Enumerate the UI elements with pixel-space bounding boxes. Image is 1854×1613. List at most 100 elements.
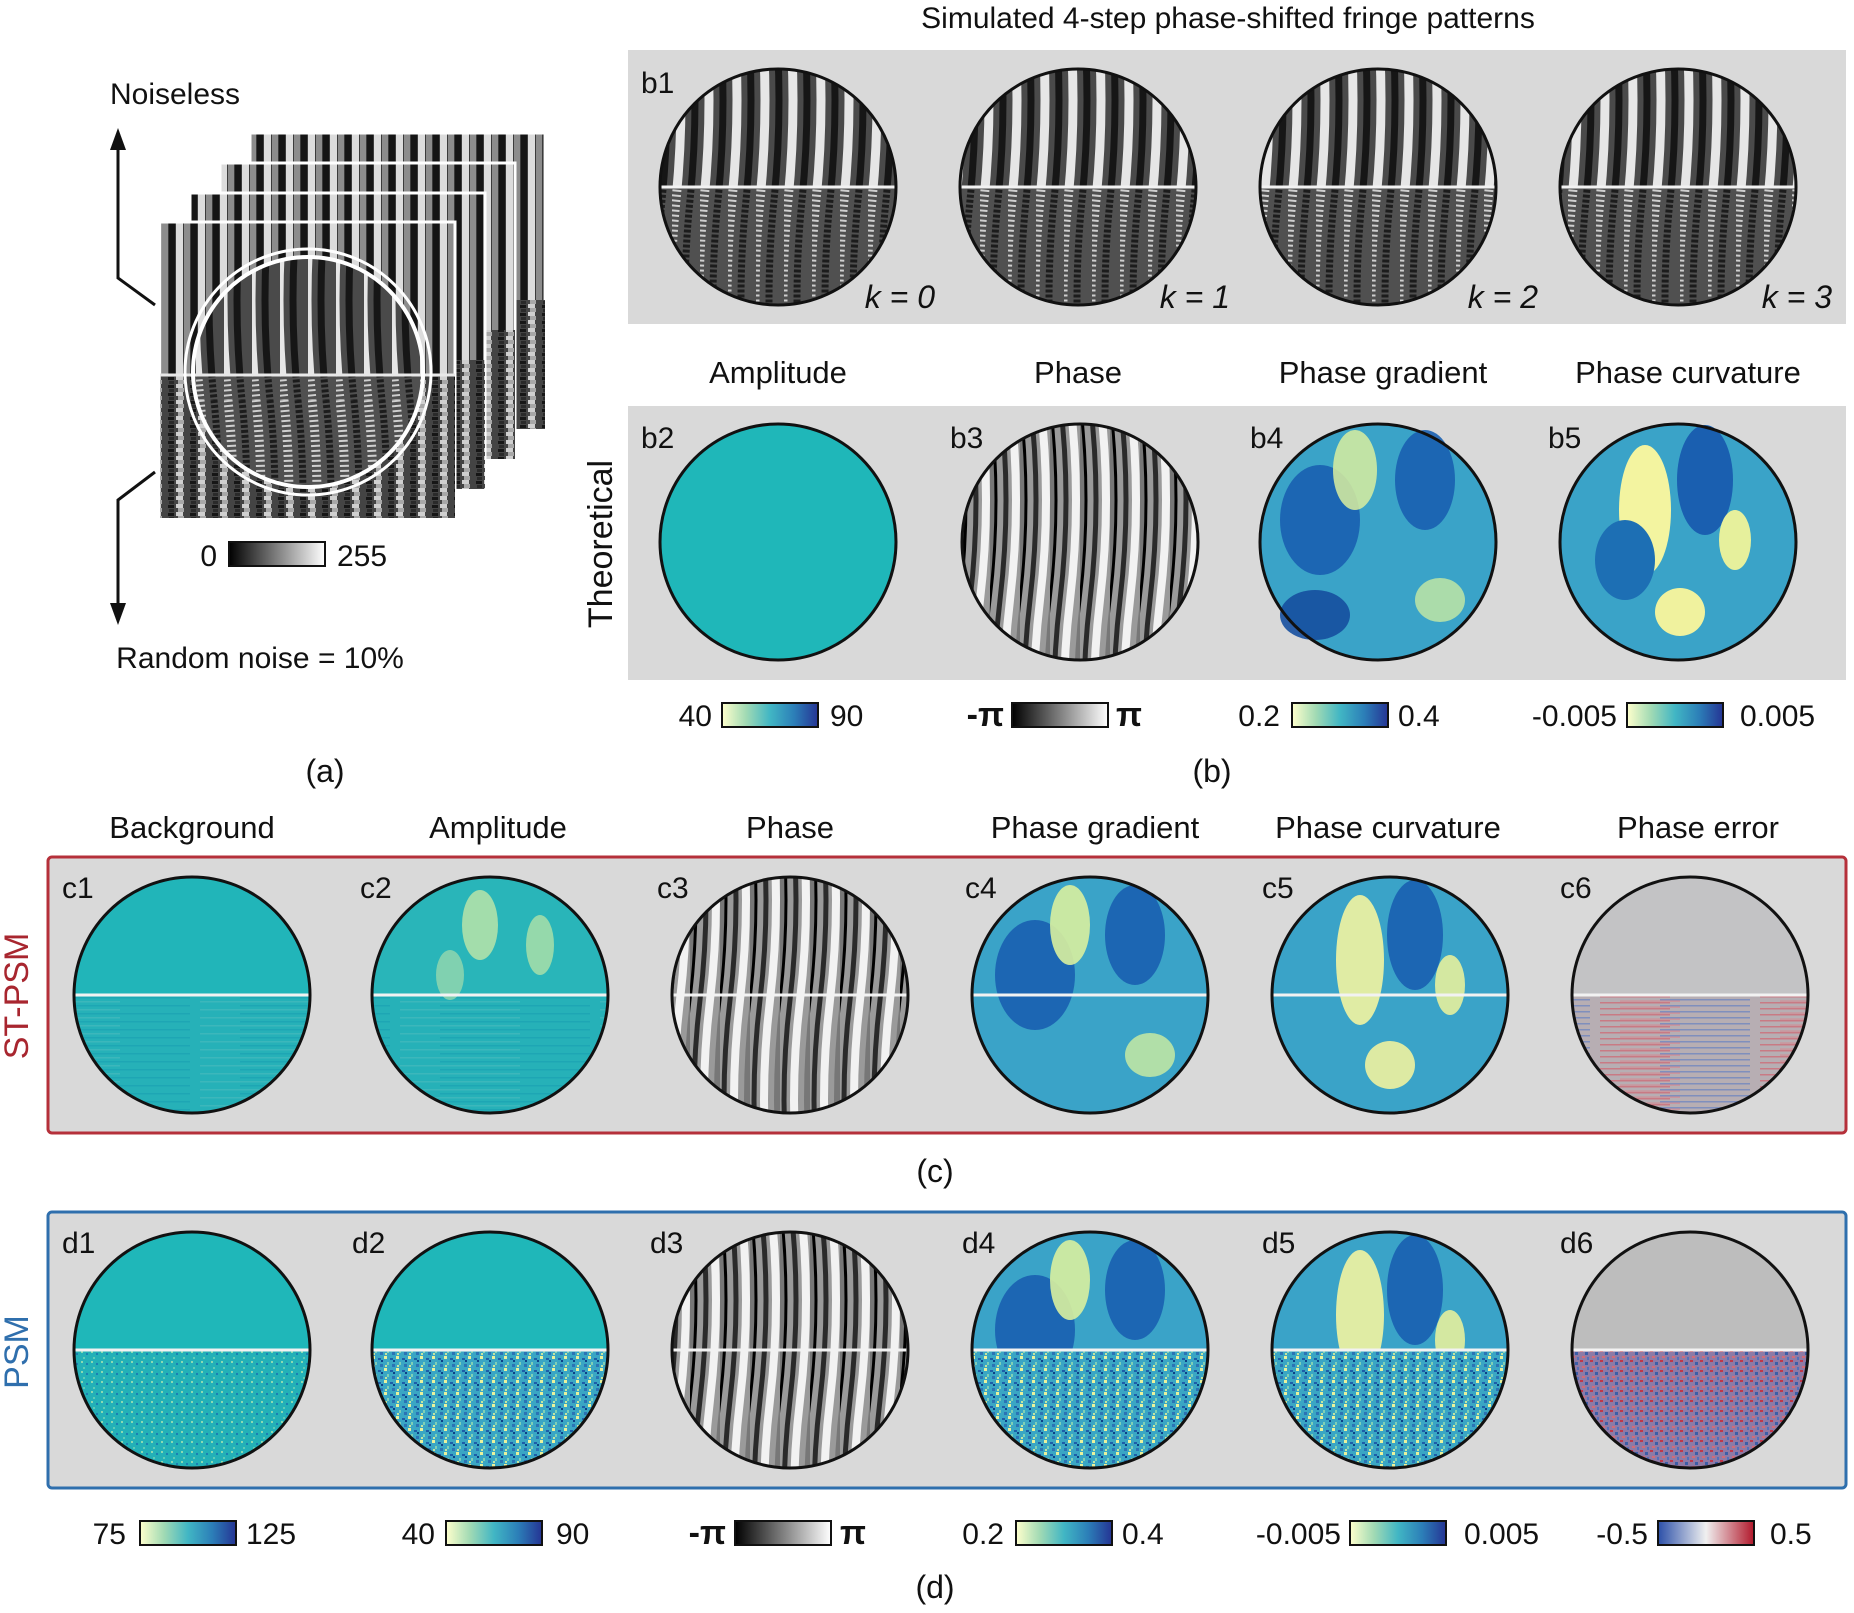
k-label: k = 0 (865, 279, 935, 315)
fringe-pattern (958, 67, 1198, 307)
b3-phase-map (960, 422, 1200, 662)
cbar-d6 (1657, 1520, 1755, 1546)
panel-b: Simulated 4-step phase-shifted fringe pa… (582, 2, 1846, 789)
frame-stack (158, 131, 547, 520)
cbar-max: 90 (830, 700, 863, 733)
cbar-a (228, 541, 326, 567)
panel-a: Noiseless Random noise = 10% (110, 78, 547, 789)
cbar-d5 (1349, 1520, 1447, 1546)
panel-c-row-label: ST-PSM (0, 933, 36, 1060)
sub-id: d2 (352, 1227, 385, 1260)
col-title: Phase curvature (1275, 810, 1501, 845)
col-title: Phase (1034, 355, 1122, 390)
c4-gradient-map (970, 875, 1210, 1115)
cbar-max: 0.4 (1122, 1518, 1164, 1551)
cbar-min: 0.2 (1238, 700, 1280, 733)
sub-id: d1 (62, 1227, 95, 1260)
cbar-min: -π (967, 696, 1004, 734)
col-title: Background (109, 810, 274, 845)
sub-id: d3 (650, 1227, 683, 1260)
cbar-min: -0.005 (1256, 1518, 1341, 1551)
panel-b-colorbars: 40 90 -π π 0.2 0.4 -0.005 0.005 (679, 696, 1815, 734)
arrow-up-icon (110, 128, 126, 150)
k-label: k = 1 (1160, 279, 1230, 315)
panel-a-label-top: Noiseless (110, 78, 240, 111)
cbar-max: π (840, 1514, 866, 1552)
fringe-pattern (658, 67, 898, 307)
panel-b1-id: b1 (641, 67, 674, 100)
cbar-min: 75 (93, 1518, 126, 1551)
cbar-d4 (1015, 1520, 1113, 1546)
col-title: Phase error (1617, 810, 1779, 845)
panel-a-label-bottom: Random noise = 10% (116, 642, 404, 675)
d4-gradient-map (970, 1230, 1210, 1470)
cbar-b2 (721, 702, 819, 728)
col-title: Amplitude (429, 810, 567, 845)
col-title: Amplitude (709, 355, 847, 390)
panel-d: PSM d1 d2 d3 d4 d5 d6 75 125 40 90 -π π … (0, 1210, 1848, 1605)
sub-id: c3 (657, 872, 689, 905)
b5-curvature-map (1558, 422, 1798, 662)
cbar-max: 0.005 (1740, 700, 1815, 733)
k-label: k = 3 (1762, 279, 1832, 315)
sub-id: d4 (962, 1227, 995, 1260)
aperture-ring (191, 255, 425, 489)
col-title: Phase gradient (1279, 355, 1488, 390)
sub-id: c4 (965, 872, 997, 905)
sub-id: c6 (1560, 872, 1592, 905)
d5-curvature-map (1270, 1230, 1510, 1470)
d1-background-map (72, 1230, 312, 1470)
sub-id: b5 (1548, 422, 1581, 455)
cbar-max: 125 (246, 1518, 296, 1551)
panel-b-caption: (b) (1192, 753, 1231, 789)
panel-d-row-label: PSM (0, 1315, 36, 1389)
cbar-min: 0.2 (962, 1518, 1004, 1551)
cbar-b4 (1291, 702, 1389, 728)
c2-amplitude-map (370, 875, 610, 1115)
cbar-b5 (1626, 702, 1724, 728)
panel-b-title: Simulated 4-step phase-shifted fringe pa… (921, 2, 1535, 35)
panel-d-colorbars: 75 125 40 90 -π π 0.2 0.4 -0.005 0.005 -… (93, 1514, 1812, 1552)
col-title: Phase (746, 810, 834, 845)
panel-b-row-label: Theoretical (582, 460, 620, 628)
panel-c: Background Amplitude Phase Phase gradien… (0, 810, 1848, 1189)
cbar-d2 (445, 1520, 543, 1546)
panel-d-ids: d1 d2 d3 d4 d5 d6 (62, 1227, 1593, 1260)
cbar-d1 (139, 1520, 237, 1546)
sub-id: c2 (360, 872, 392, 905)
d3-phase-map (670, 1230, 910, 1470)
cbar-min: -π (689, 1514, 726, 1552)
cbar-a-max: 255 (337, 540, 387, 573)
cbar-min: -0.005 (1532, 700, 1617, 733)
k-labels: k = 0 k = 1 k = 2 k = 3 (865, 279, 1832, 315)
sub-id: d5 (1262, 1227, 1295, 1260)
noise-arrows (116, 140, 156, 612)
c6-phase-error-map (1570, 875, 1810, 1115)
panel-b-ids: b2 b3 b4 b5 (641, 422, 1581, 455)
cbar-b3 (1011, 702, 1109, 728)
b2-amplitude-map (658, 422, 898, 662)
k-label: k = 2 (1468, 279, 1538, 315)
sub-id: b4 (1250, 422, 1283, 455)
b4-gradient-map (1258, 422, 1498, 662)
sub-id: b3 (950, 422, 983, 455)
cbar-d3 (734, 1520, 832, 1546)
panel-c-col-titles: Background Amplitude Phase Phase gradien… (109, 810, 1779, 845)
cbar-max: π (1116, 696, 1142, 734)
cbar-max: 0.5 (1770, 1518, 1812, 1551)
sub-id: d6 (1560, 1227, 1593, 1260)
c5-curvature-map (1270, 875, 1510, 1115)
panel-b-col-titles: Amplitude Phase Phase gradient Phase cur… (709, 355, 1801, 390)
cbar-min: 40 (402, 1518, 435, 1551)
sub-id: c5 (1262, 872, 1294, 905)
cbar-min: -0.5 (1596, 1518, 1648, 1551)
d2-amplitude-map (370, 1230, 610, 1470)
cbar-min: 40 (679, 700, 712, 733)
fringe-pattern (1558, 67, 1798, 307)
fringe-pattern (1258, 67, 1498, 307)
cbar-a-min: 0 (200, 540, 217, 573)
cbar-max: 0.4 (1398, 700, 1440, 733)
panel-c-caption: (c) (916, 1153, 953, 1189)
panel-d-caption: (d) (915, 1569, 954, 1605)
panel-a-caption: (a) (305, 753, 344, 789)
